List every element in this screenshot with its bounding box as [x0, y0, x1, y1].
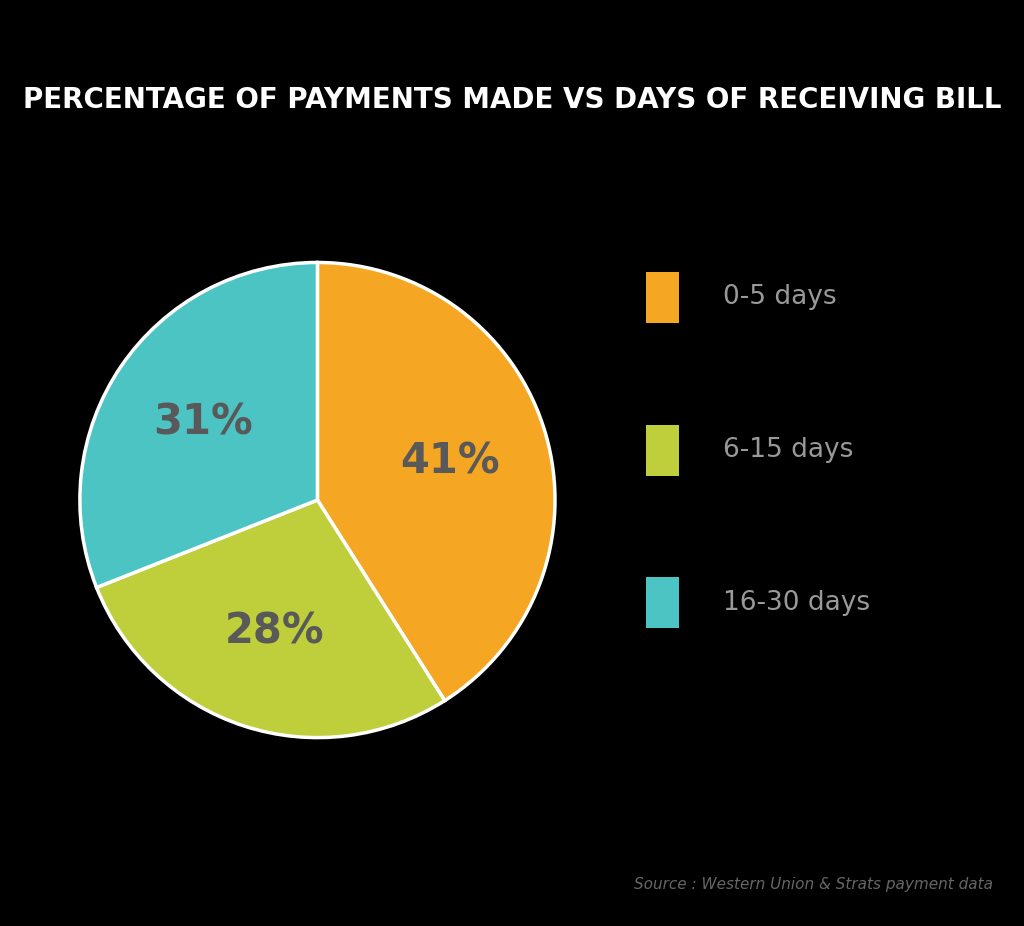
Text: 31%: 31%	[154, 402, 253, 444]
Text: 0-5 days: 0-5 days	[723, 284, 837, 310]
Text: Source : Western Union & Strats payment data: Source : Western Union & Strats payment …	[634, 877, 993, 892]
Bar	[645, 272, 679, 322]
Bar	[645, 578, 679, 628]
Text: 41%: 41%	[400, 441, 500, 482]
Bar	[645, 424, 679, 476]
Text: 28%: 28%	[225, 610, 325, 652]
Text: 6-15 days: 6-15 days	[723, 437, 854, 463]
Wedge shape	[80, 262, 317, 587]
Wedge shape	[96, 500, 444, 738]
Text: PERCENTAGE OF PAYMENTS MADE VS DAYS OF RECEIVING BILL: PERCENTAGE OF PAYMENTS MADE VS DAYS OF R…	[23, 85, 1001, 114]
Text: 16-30 days: 16-30 days	[723, 590, 870, 616]
Wedge shape	[317, 262, 555, 701]
